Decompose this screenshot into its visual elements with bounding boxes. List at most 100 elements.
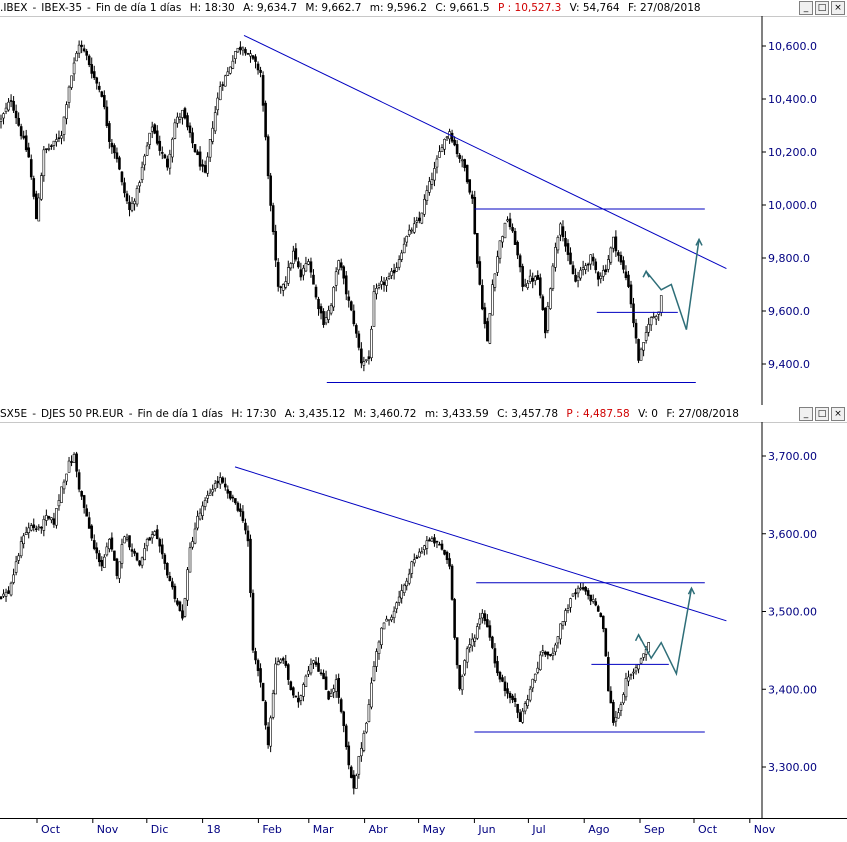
candle-body bbox=[108, 539, 111, 550]
candle-body bbox=[531, 277, 535, 282]
candle-body bbox=[37, 526, 41, 529]
sx5e-min-value: 3,433.59 bbox=[441, 408, 489, 420]
candle-body bbox=[123, 182, 126, 194]
candle-body bbox=[435, 540, 439, 543]
candle-body bbox=[395, 602, 398, 610]
candle-body bbox=[135, 188, 139, 205]
close-button[interactable]: × bbox=[831, 407, 845, 421]
candle-body bbox=[67, 86, 71, 103]
candle-body bbox=[286, 267, 290, 284]
candle-body bbox=[319, 672, 323, 675]
maximize-button[interactable]: □ bbox=[815, 1, 829, 15]
candle-body bbox=[385, 618, 388, 622]
candle-body bbox=[659, 295, 663, 313]
candle-body bbox=[52, 518, 56, 525]
sx5e-min-label: m: bbox=[424, 408, 439, 420]
candle-body bbox=[521, 710, 524, 723]
candle-body bbox=[513, 698, 517, 703]
candle-body bbox=[554, 247, 557, 268]
sx5e-h-value: 17:30 bbox=[246, 408, 277, 420]
candle-body bbox=[400, 590, 403, 599]
minimize-button[interactable]: _ bbox=[799, 407, 813, 421]
candle-body bbox=[196, 151, 199, 156]
candle-body bbox=[549, 288, 552, 309]
candle-body bbox=[612, 702, 615, 723]
candle-body bbox=[32, 524, 36, 528]
candle-body bbox=[448, 558, 451, 567]
ibex-f-value: 27/08/2018 bbox=[640, 2, 701, 14]
candle-body bbox=[327, 691, 330, 700]
candle-body bbox=[213, 112, 217, 132]
candle-body bbox=[82, 48, 86, 52]
candle-body bbox=[410, 229, 414, 232]
candle-body bbox=[166, 158, 169, 168]
candle-body bbox=[269, 175, 272, 206]
candle-body bbox=[412, 223, 416, 233]
candle-body bbox=[574, 592, 577, 595]
candle-body bbox=[145, 539, 149, 547]
candle-body bbox=[158, 539, 162, 547]
candle-body bbox=[218, 86, 222, 101]
candle-body bbox=[317, 662, 320, 672]
candle-body bbox=[221, 477, 225, 483]
candle-body bbox=[428, 539, 431, 542]
x-tick-label: Dic bbox=[151, 823, 169, 836]
candle-body bbox=[246, 53, 250, 55]
candle-body bbox=[531, 678, 535, 689]
candle-body bbox=[352, 774, 356, 789]
candle-body bbox=[526, 699, 529, 706]
y-tick-label: 3,400.00 bbox=[768, 683, 817, 696]
candle-body bbox=[488, 313, 492, 344]
candle-body bbox=[254, 651, 257, 661]
candle-body bbox=[377, 641, 381, 654]
candle-body bbox=[397, 259, 401, 268]
candle-body bbox=[92, 540, 96, 549]
candle-body bbox=[544, 307, 547, 334]
y-tick-label: 9,400.0 bbox=[768, 358, 810, 371]
candle-body bbox=[395, 267, 398, 272]
candle-body bbox=[302, 267, 305, 276]
maximize-button[interactable]: □ bbox=[815, 407, 829, 421]
candle-body bbox=[324, 317, 328, 324]
candle-body bbox=[629, 284, 633, 305]
candle-body bbox=[198, 151, 202, 167]
candle-body bbox=[259, 668, 262, 683]
sx5e-panel: SX5E - DJES 50 PR.EUR - Fin de día 1 días H:… bbox=[0, 406, 847, 818]
candle-body bbox=[103, 95, 106, 108]
candle-body bbox=[4, 107, 8, 112]
candle-body bbox=[473, 196, 477, 235]
x-tick-label: May bbox=[423, 823, 446, 836]
candle-body bbox=[259, 69, 262, 73]
sx5e-m-label: M: bbox=[353, 408, 367, 420]
candle-body bbox=[256, 63, 260, 71]
candle-body bbox=[319, 306, 323, 314]
ibex-c-value: 9,661.5 bbox=[449, 2, 490, 14]
candle-body bbox=[390, 271, 393, 276]
candle-body bbox=[498, 672, 502, 680]
candle-body bbox=[279, 286, 283, 289]
candle-body bbox=[604, 628, 608, 657]
candle-body bbox=[82, 495, 86, 508]
close-button[interactable]: × bbox=[831, 1, 845, 15]
candle-body bbox=[178, 116, 182, 120]
candle-body bbox=[445, 136, 449, 139]
sx5e-header: SX5E - DJES 50 PR.EUR - Fin de día 1 días H:… bbox=[0, 406, 847, 423]
candle-body bbox=[332, 688, 335, 693]
candle-body bbox=[327, 309, 330, 320]
candle-body bbox=[186, 569, 189, 601]
candle-body bbox=[594, 601, 598, 606]
candle-body bbox=[561, 226, 565, 238]
x-tick-label: Sep bbox=[644, 823, 665, 836]
candle-body bbox=[322, 311, 325, 325]
candle-body bbox=[317, 298, 320, 310]
candle-body bbox=[208, 139, 212, 158]
candle-body bbox=[460, 676, 464, 691]
ibex-panel: .IBEX - IBEX-35- Fin de día 1 días H: 18:30… bbox=[0, 0, 847, 405]
candle-body bbox=[649, 317, 653, 326]
candle-body bbox=[176, 600, 179, 605]
candle-body bbox=[307, 261, 310, 265]
candle-body bbox=[100, 559, 104, 567]
candle-body bbox=[286, 664, 290, 680]
candle-body bbox=[309, 663, 313, 674]
minimize-button[interactable]: _ bbox=[799, 1, 813, 15]
